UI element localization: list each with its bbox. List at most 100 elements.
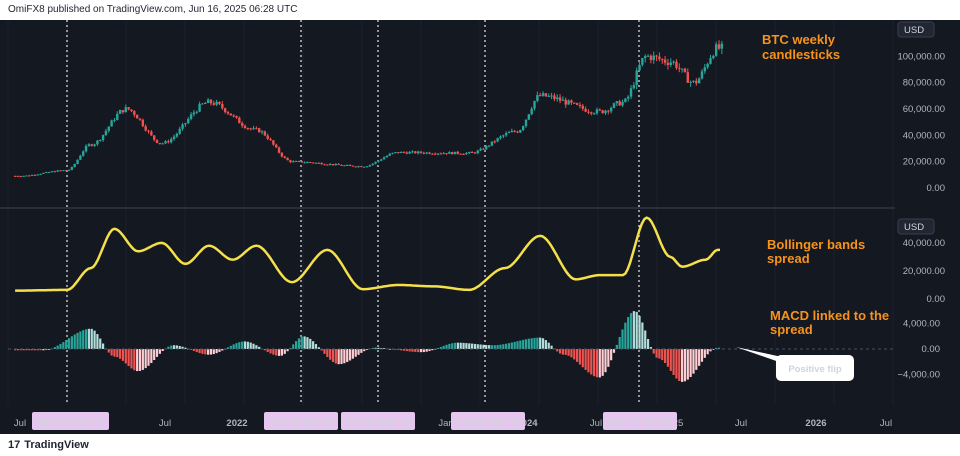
candle-body [618,101,621,106]
candle-body [255,128,258,130]
chart-annotation: Bollinger bands [767,237,865,252]
candle-body [459,153,462,155]
candle-body [201,103,204,105]
candle-body [292,161,295,163]
macd-bar [618,336,621,349]
candle-body [451,152,454,155]
candle-body [661,59,664,61]
candle-body [164,141,167,144]
candle-body [266,135,269,139]
macd-bar [28,349,31,351]
macd-bar [249,342,252,349]
candle-body [70,166,74,170]
macd-bar [33,349,37,351]
candle-body [178,128,181,134]
macd-bar [263,349,266,351]
spread-line [15,216,720,292]
macd-bar [547,342,550,349]
candle-body [411,151,414,153]
candle-body [587,111,590,113]
candle-body [93,144,96,146]
macd-bar [675,349,678,379]
macd-bar [354,349,357,357]
macd-bar [303,336,306,349]
macd-bar [595,349,599,378]
candle-body [482,148,485,150]
macd-bar [686,349,689,380]
candle-body [28,175,31,177]
macd-bar [453,342,457,349]
macd-bar [326,349,329,357]
macd-bar [573,349,576,360]
macd-bar [374,347,377,349]
candle-body [380,159,383,161]
x-axis-label: Jul [590,418,602,429]
macd-bar [280,349,284,356]
candle-body [388,153,391,156]
macd-bar [252,343,255,349]
candle-body [439,153,443,155]
macd-bar [175,345,178,349]
candle-body [709,58,712,64]
macd-bar [451,343,454,349]
macd-bar [90,328,93,349]
candle-body [309,162,312,164]
candle-body [326,164,329,166]
candle-body [232,115,235,117]
macd-bar [241,341,244,349]
candle-body [135,114,139,119]
candle-body [206,99,210,103]
candle-body [468,152,471,154]
candle-body [607,110,610,112]
macd-bar [76,332,79,349]
candle-body [297,161,301,163]
macd-bar [124,349,127,364]
candle-body [621,101,624,106]
candle-body [323,164,326,166]
candle-body [527,114,531,120]
tradingview-wordmark: TradingView [24,439,89,451]
tradingview-logo[interactable]: 17 TradingView [8,439,89,451]
macd-bar [144,349,147,369]
candle-body [124,107,127,113]
macd-bar [306,337,309,349]
date-tag-label: Mon 25 Sep '23 [455,417,521,428]
candle-body [212,103,215,105]
macd-bar [294,341,298,349]
candle-body [110,120,113,127]
macd-bar [425,349,428,352]
macd-bar [172,345,176,349]
candle-body [113,119,116,121]
macd-bar [312,341,315,349]
x-axis-label: 2022 [226,418,247,429]
candle-body [592,113,596,115]
macd-bar [221,349,224,351]
macd-bar [632,311,635,349]
macd-bar [408,349,411,352]
macd-bar [689,349,692,377]
candle-body [561,99,565,101]
macd-bar [431,349,434,351]
candle-body [192,112,196,115]
candle-body [175,133,179,137]
x-axis-label: Jan [438,418,453,429]
macd-bar [629,313,633,349]
macd-bar [167,346,170,349]
candle-body [720,43,724,49]
candle-body [499,136,502,139]
candle-body [669,62,672,66]
x-axis-label: Jul [14,418,26,429]
candle-body [646,55,650,57]
chart-annotation: MACD linked to the [770,308,889,323]
date-tag-box [341,412,415,430]
macd-bar [669,349,672,371]
price-tick-label: 80,000.00 [903,78,945,89]
macd-bar [317,347,320,349]
macd-bar [283,349,286,354]
date-tag-label: Mon 02 Nov '20 [37,417,103,428]
macd-bar [73,334,76,349]
candle-body [121,110,125,113]
candle-body [306,162,309,164]
macd-bar [357,349,360,355]
candle-body [655,55,658,57]
